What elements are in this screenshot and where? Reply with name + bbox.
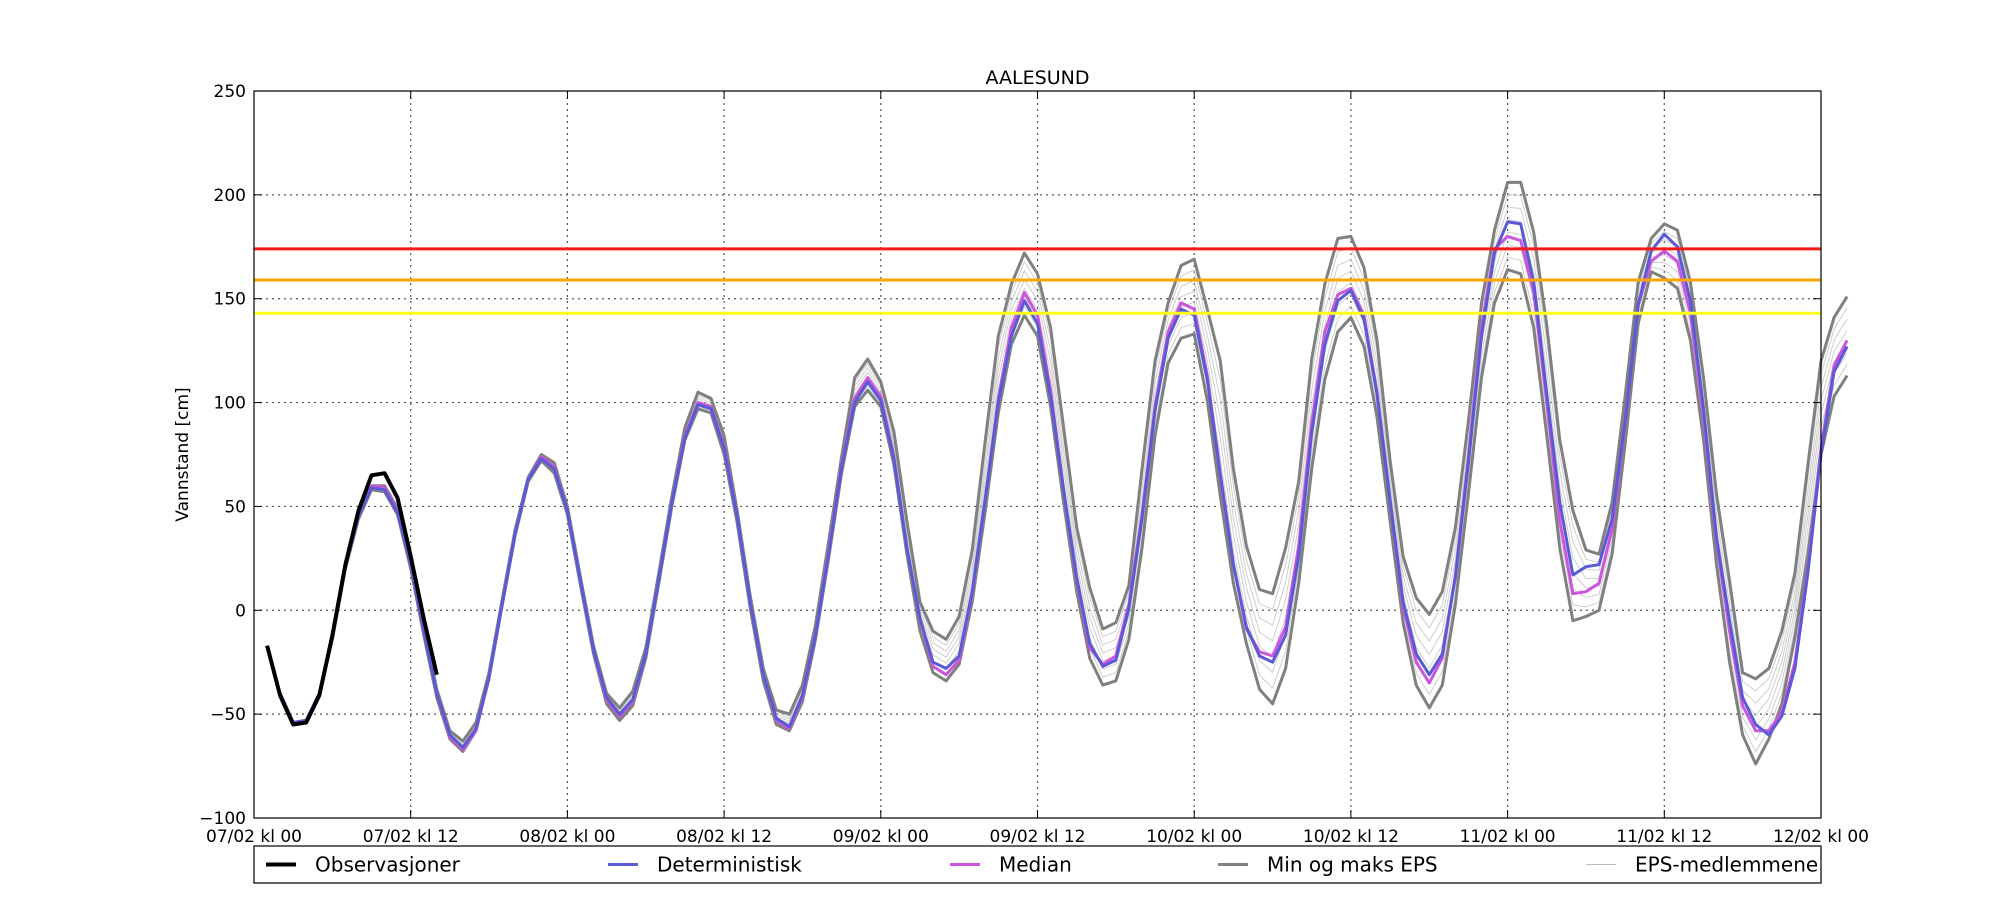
- y-tick-label: 250: [214, 82, 246, 102]
- eps-members-group: [279, 194, 1848, 753]
- observations-line: [265, 471, 439, 727]
- x-tick-label: 11/02 kl 00: [1460, 827, 1556, 847]
- y-tick-label: 200: [214, 186, 246, 206]
- y-tick-label: −50: [210, 705, 246, 725]
- threshold-lines-group: [254, 247, 1821, 315]
- x-tick-label: 09/02 kl 12: [990, 827, 1086, 847]
- y-tick-label: 100: [214, 394, 246, 414]
- y-tick-label: −100: [199, 809, 246, 829]
- eps-max-line: [278, 180, 1849, 743]
- y-axis-label: Vannstand [cm]: [173, 387, 193, 521]
- series-lines-group: [265, 180, 1849, 766]
- x-tick-label: 08/02 kl 00: [519, 827, 615, 847]
- x-tick-label: 11/02 kl 12: [1616, 827, 1712, 847]
- y-tick-label: 50: [224, 497, 246, 517]
- legend-label: Observasjoner: [315, 853, 461, 877]
- legend-label: Median: [999, 853, 1072, 877]
- x-tick-label: 10/02 kl 00: [1146, 827, 1242, 847]
- y-tick-label: 150: [214, 290, 246, 310]
- x-tick-label: 07/02 kl 12: [363, 827, 459, 847]
- legend-label: Min og maks EPS: [1267, 853, 1438, 877]
- y-tick-label: 0: [235, 601, 246, 621]
- legend-label: EPS-medlemmene: [1635, 853, 1818, 877]
- x-tick-label: 07/02 kl 00: [206, 827, 302, 847]
- grid-lines: [254, 91, 1821, 818]
- deterministic-line: [278, 220, 1849, 749]
- legend: Observasjoner Deterministisk Median Min og …: [253, 845, 1822, 884]
- eps-member-line: [279, 206, 1848, 745]
- legend-label: Deterministisk: [657, 853, 802, 877]
- x-tick-label: 09/02 kl 00: [833, 827, 929, 847]
- y-axis-ticks: −100 −50 0 50 100 150 200 250: [199, 82, 1821, 829]
- x-tick-label: 08/02 kl 12: [676, 827, 772, 847]
- x-axis-ticks: 07/02 kl 00 07/02 kl 12 08/02 kl 00 08/02 k…: [206, 91, 1869, 847]
- legend-frame: [253, 845, 1822, 884]
- chart-title: AALESUND: [986, 67, 1090, 89]
- x-tick-label: 12/02 kl 00: [1773, 827, 1869, 847]
- x-tick-label: 10/02 kl 12: [1303, 827, 1399, 847]
